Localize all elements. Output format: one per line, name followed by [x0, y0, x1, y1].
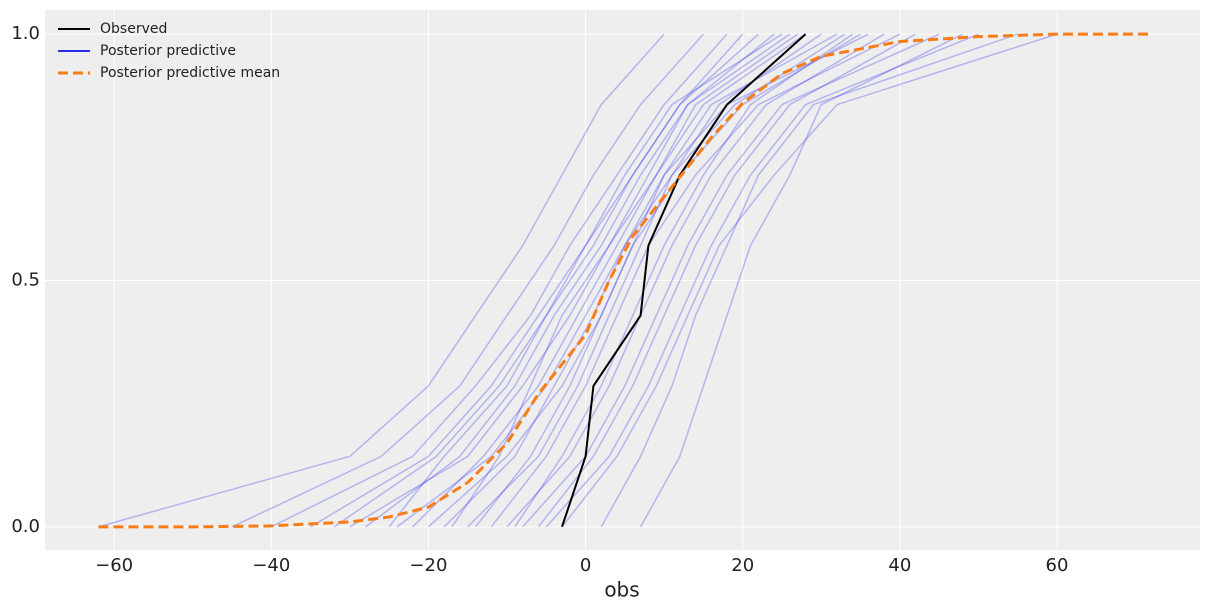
posterior-predictive-line: [545, 33, 979, 528]
posterior-predictive-line: [639, 33, 964, 528]
x-tick-label: 0: [580, 555, 591, 576]
posterior-predictive-line: [467, 33, 822, 528]
x-tick-label: −20: [409, 555, 447, 576]
mean-line: [98, 32, 1152, 529]
posterior-predictive-line: [333, 33, 744, 528]
x-tick-label: −60: [95, 555, 133, 576]
posterior-predictive-line: [396, 33, 846, 528]
posterior-predictive-line: [231, 33, 704, 528]
posterior-predictive-line: [412, 33, 799, 528]
y-tick-label: 1.0: [11, 23, 40, 44]
posterior-predictive-line: [522, 33, 940, 528]
posterior-predictive-line: [561, 33, 1058, 528]
legend-label: Observed: [100, 21, 167, 37]
y-tick-label: 0.5: [11, 269, 40, 290]
posterior-predictive-line: [443, 33, 838, 528]
observed-line: [561, 33, 807, 528]
y-tick-label: 0.0: [11, 516, 40, 537]
posterior-predictive-line: [506, 33, 885, 528]
posterior-predictive-line: [451, 33, 791, 528]
posterior-predictive-line: [600, 33, 1018, 528]
posterior-predictive-line: [388, 33, 759, 528]
posterior-predictive-line: [474, 33, 869, 528]
posterior-predictive-line: [365, 33, 775, 528]
x-tick-label: 40: [888, 555, 911, 576]
x-tick-label: 20: [731, 555, 754, 576]
posterior-predictive-line: [310, 33, 783, 528]
legend-label: Posterior predictive mean: [100, 65, 280, 81]
posterior-predictive-line: [537, 33, 916, 528]
x-tick-label: 60: [1046, 555, 1069, 576]
x-axis-label: obs: [604, 578, 639, 602]
posterior-predictive-line: [514, 33, 854, 528]
x-tick-label: −40: [252, 555, 290, 576]
posterior-predictive-line: [490, 33, 901, 528]
posterior-predictive-line: [98, 33, 665, 528]
legend-label: Posterior predictive: [100, 43, 236, 59]
posterior-predictive-line: [270, 33, 728, 528]
posterior-predictive-line: [349, 33, 806, 528]
